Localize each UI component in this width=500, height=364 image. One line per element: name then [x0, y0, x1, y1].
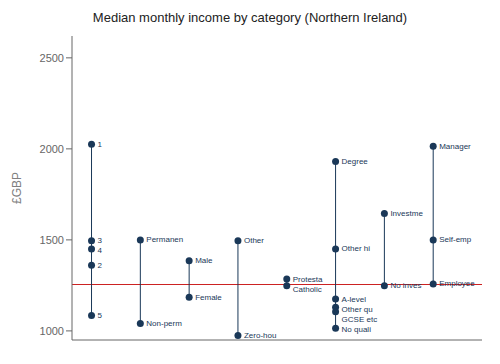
- svg-text:Self-emp: Self-emp: [439, 235, 472, 244]
- svg-text:Non-perm: Non-perm: [146, 319, 182, 328]
- svg-text:2000: 2000: [40, 143, 64, 155]
- svg-text:Other: Other: [244, 236, 264, 245]
- svg-text:£GBP: £GBP: [10, 172, 24, 204]
- svg-text:4: 4: [98, 246, 103, 255]
- svg-text:Manager: Manager: [439, 142, 471, 151]
- html-text:Median monthly income by categ: Median monthly income by category (North…: [92, 10, 408, 25]
- svg-text:Permanen: Permanen: [146, 235, 183, 244]
- svg-text:No quali: No quali: [342, 325, 372, 334]
- svg-text:Female: Female: [195, 293, 222, 302]
- svg-text:Other qu: Other qu: [342, 305, 373, 314]
- svg-text:Male: Male: [195, 256, 213, 265]
- svg-text:No inves: No inves: [390, 281, 421, 290]
- svg-text:Investme: Investme: [390, 209, 423, 218]
- svg-text:GCSE etc: GCSE etc: [342, 315, 378, 324]
- svg-text:5: 5: [98, 311, 103, 320]
- svg-text:2500: 2500: [40, 52, 64, 64]
- svg-text:3: 3: [98, 236, 103, 245]
- svg-text:A-level: A-level: [342, 295, 367, 304]
- svg-text:Other hi: Other hi: [342, 244, 371, 253]
- svg-text:2: 2: [98, 261, 103, 270]
- svg-text:1000: 1000: [40, 325, 64, 337]
- svg-text:Protesta: Protesta: [293, 275, 323, 284]
- svg-text:Degree: Degree: [342, 157, 369, 166]
- svg-text:Zero-hou: Zero-hou: [244, 331, 276, 340]
- svg-text:1500: 1500: [40, 234, 64, 246]
- svg-text:Catholic: Catholic: [293, 285, 322, 294]
- svg-text:1: 1: [98, 140, 103, 149]
- svg-text:Employee: Employee: [439, 279, 475, 288]
